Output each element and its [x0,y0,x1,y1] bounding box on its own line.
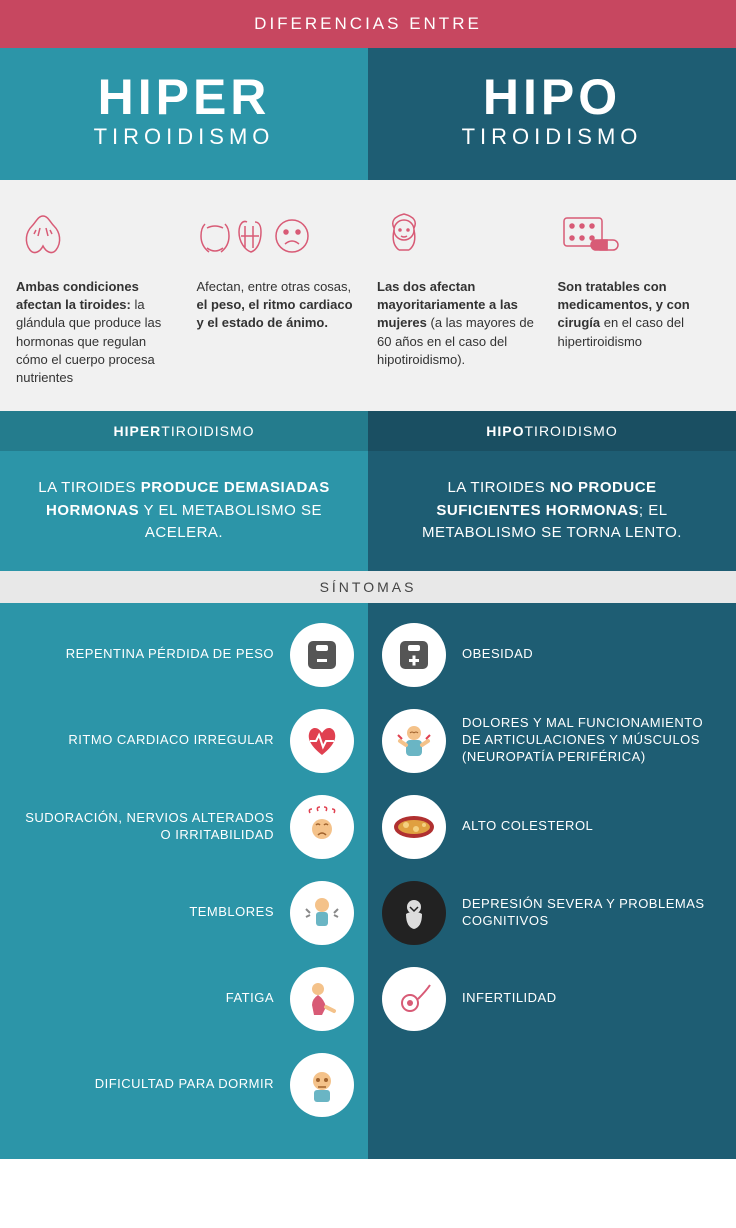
hiper-title: HIPER [10,72,358,122]
hipo-sub: TIROIDISMO [378,124,726,150]
mini-label-hiper: HIPERTIROIDISMO [0,411,368,451]
desc-hiper: LA TIROIDES PRODUCE DEMASIADAS HORMONAS … [0,451,368,571]
depression-icon [382,881,446,945]
sym-text: DIFICULTAD PARA DORMIR [14,1076,290,1093]
sym-depression: DEPRESIÓN SEVERA Y PROBLEMAS COGNITIVOS [382,881,722,945]
header-hiper: HIPER TIROIDISMO [0,48,368,180]
symptoms-section: REPENTINA PÉRDIDA DE PESO RITMO CARDIACO… [0,603,736,1159]
sym-heart: RITMO CARDIACO IRREGULAR [14,709,354,773]
sym-text: RITMO CARDIACO IRREGULAR [14,732,290,749]
sym-obesity: OBESIDAD [382,623,722,687]
sym-tremor: TEMBLORES [14,881,354,945]
desc-row: LA TIROIDES PRODUCE DEMASIADAS HORMONAS … [0,451,736,571]
sym-text: INFERTILIDAD [446,990,722,1007]
mini-labels: HIPERTIROIDISMO HIPOTIROIDISMO [0,411,736,451]
header-hipo: HIPO TIROIDISMO [368,48,736,180]
sym-pain: DOLORES Y MAL FUNCIONAMIENTO DE ARTICULA… [382,709,722,773]
body-heart-sad-icon [197,204,360,266]
sym-text: FATIGA [14,990,290,1007]
info-row: Ambas condiciones afectan la tiroides: l… [0,180,736,411]
scale-minus-icon [290,623,354,687]
pills-icon [558,204,721,266]
info-card-treatment: Son tratables con medicamentos, y con ci… [558,204,721,387]
sym-sweat: SUDORACIÓN, NERVIOS ALTERADOS O IRRITABI… [14,795,354,859]
info-card-women: Las dos afectan mayoritariamente a las m… [377,204,540,387]
header-overline: DIFERENCIAS ENTRE [0,0,736,48]
sym-text: DOLORES Y MAL FUNCIONAMIENTO DE ARTICULA… [446,715,722,766]
sym-text: REPENTINA PÉRDIDA DE PESO [14,646,290,663]
info-text-1: Ambas condiciones afectan la tiroides: l… [16,278,179,387]
cholesterol-icon [382,795,446,859]
symptoms-hipo: OBESIDAD DOLORES Y MAL FUNCIONAMIENTO DE… [368,603,736,1159]
info-text-3: Las dos afectan mayoritariamente a las m… [377,278,540,369]
symptoms-header: SÍNTOMAS [0,571,736,603]
hiper-sub: TIROIDISMO [10,124,358,150]
sweat-icon [290,795,354,859]
sym-text: SUDORACIÓN, NERVIOS ALTERADOS O IRRITABI… [14,810,290,844]
info-card-effects: Afectan, entre otras cosas, el peso, el … [197,204,360,387]
tremor-icon [290,881,354,945]
pain-icon [382,709,446,773]
heart-icon [290,709,354,773]
sym-insomnia: DIFICULTAD PARA DORMIR [14,1053,354,1117]
hipo-title: HIPO [378,72,726,122]
sym-text: ALTO COLESTEROL [446,818,722,835]
symptoms-hiper: REPENTINA PÉRDIDA DE PESO RITMO CARDIACO… [0,603,368,1159]
sym-fatigue: FATIGA [14,967,354,1031]
woman-icon [377,204,540,266]
infertility-icon [382,967,446,1031]
thyroid-icon [16,204,179,266]
info-card-thyroid: Ambas condiciones afectan la tiroides: l… [16,204,179,387]
sym-cholesterol: ALTO COLESTEROL [382,795,722,859]
sym-weight-loss: REPENTINA PÉRDIDA DE PESO [14,623,354,687]
desc-hipo: LA TIROIDES NO PRODUCE SUFICIENTES HORMO… [368,451,736,571]
header-split: HIPER TIROIDISMO HIPO TIROIDISMO [0,48,736,180]
scale-plus-icon [382,623,446,687]
sym-text: DEPRESIÓN SEVERA Y PROBLEMAS COGNITIVOS [446,896,722,930]
info-text-2: Afectan, entre otras cosas, el peso, el … [197,278,360,333]
info-text-4: Son tratables con medicamentos, y con ci… [558,278,721,351]
sym-text: OBESIDAD [446,646,722,663]
sym-infertility: INFERTILIDAD [382,967,722,1031]
sym-text: TEMBLORES [14,904,290,921]
mini-label-hipo: HIPOTIROIDISMO [368,411,736,451]
fatigue-icon [290,967,354,1031]
insomnia-icon [290,1053,354,1117]
